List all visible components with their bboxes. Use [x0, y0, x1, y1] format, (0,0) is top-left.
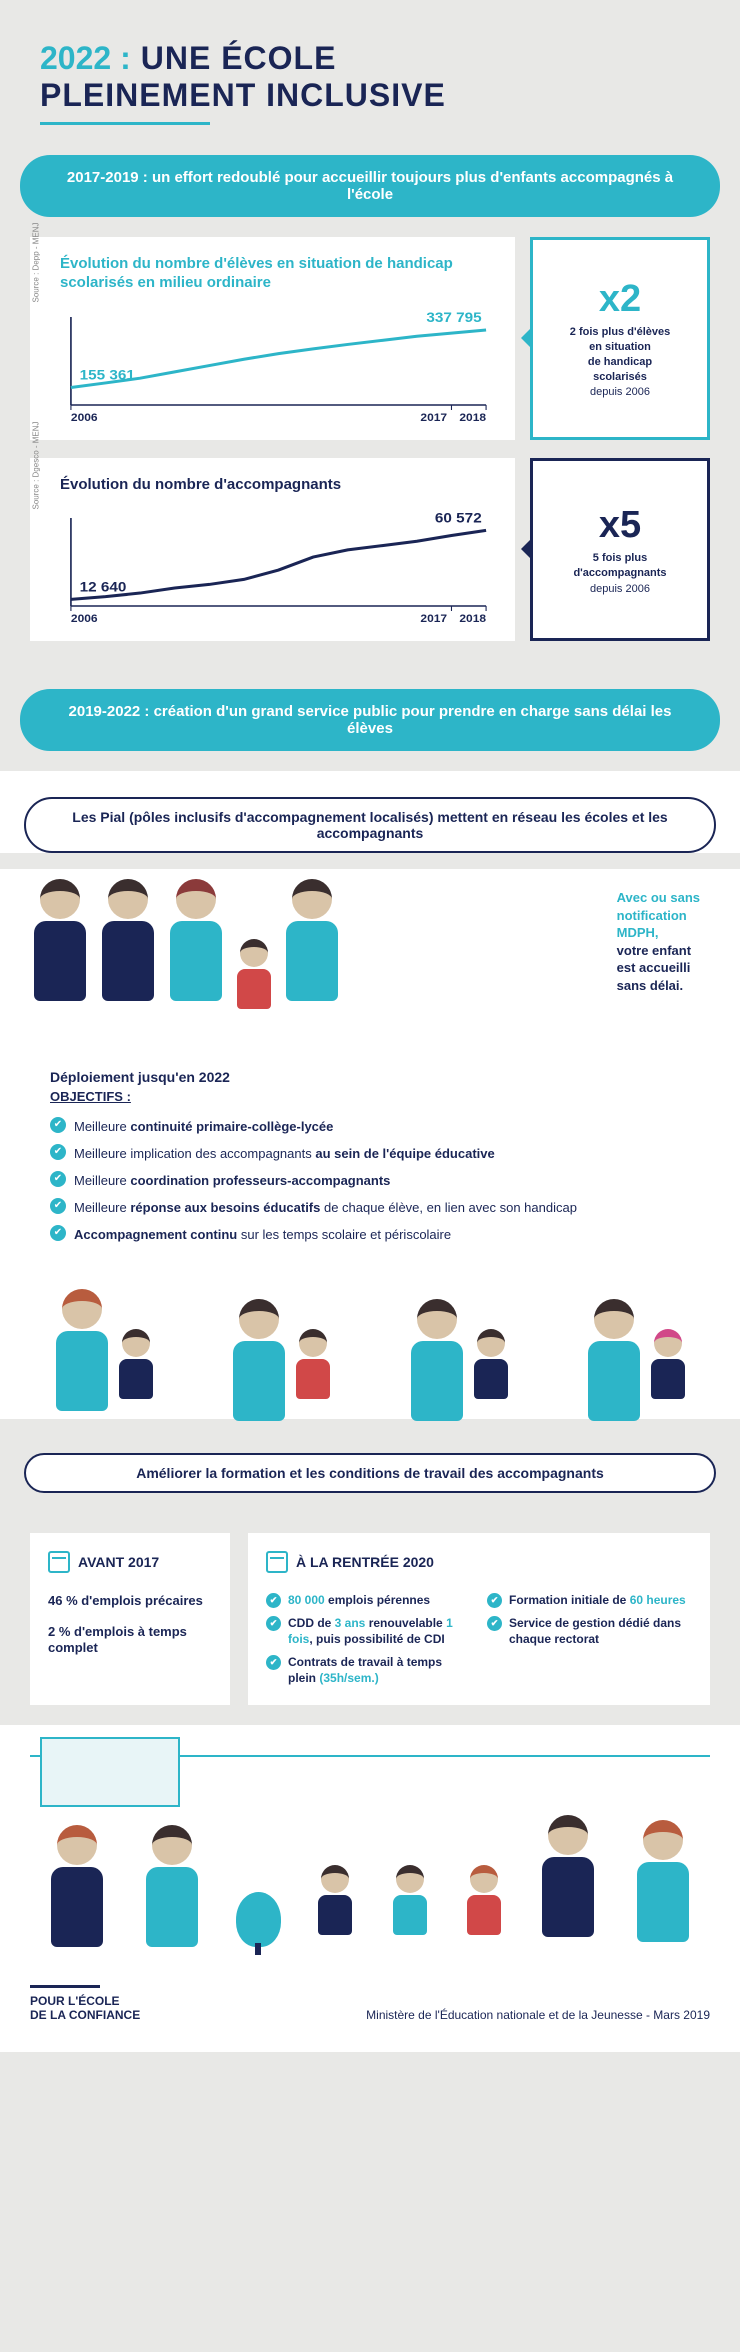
stat1-big: x2 [599, 278, 641, 321]
comp-left-title: AVANT 2017 [78, 1554, 159, 1570]
illustration-top: Avec ou sans notification MDPH, votre en… [0, 869, 740, 1059]
obj-list: Meilleure continuité primaire-collège-ly… [50, 1114, 690, 1248]
chart2-box: Source : Dgesco - MENJ Évolution du nomb… [30, 458, 515, 642]
tree-illustration [236, 1892, 281, 1947]
chart1-source: Source : Depp - MENJ [32, 223, 41, 303]
banner-2019-2022: 2019-2022 : création d'un grand service … [20, 689, 720, 751]
footer-logo: POUR L'ÉCOLE DE LA CONFIANCE [30, 1985, 140, 2023]
comparison-section: AVANT 2017 46 % d'emplois précaires 2 % d… [0, 1513, 740, 1725]
scene-illustration [29, 1279, 179, 1399]
svg-text:2018: 2018 [459, 412, 486, 423]
obj-heading: Déploiement jusqu'en 2022 [50, 1069, 690, 1085]
comp-right-item: 80 000 emplois pérennes [266, 1593, 471, 1609]
obj-item: Meilleure implication des accompagnants … [50, 1141, 690, 1168]
scene-illustration [561, 1279, 711, 1399]
footer-credit: Ministère de l'Éducation nationale et de… [366, 2008, 710, 2022]
title-underline [40, 122, 210, 125]
chart2-title: Évolution du nombre d'accompagnants [60, 476, 497, 495]
comp-left-item: 2 % d'emplois à temps complet [48, 1624, 212, 1658]
svg-text:2006: 2006 [71, 614, 98, 625]
banner-2017-2019: 2017-2019 : un effort redoublé pour accu… [20, 155, 720, 217]
title-line1: UNE ÉCOLE [141, 40, 337, 77]
person-illustration [282, 879, 342, 1039]
scene-illustration [384, 1279, 534, 1399]
svg-text:2018: 2018 [459, 614, 486, 625]
comp-before: AVANT 2017 46 % d'emplois précaires 2 % d… [30, 1533, 230, 1705]
pill-formation: Améliorer la formation et les conditions… [24, 1453, 716, 1493]
stat1-since: depuis 2006 [590, 386, 650, 398]
obj-item: Meilleure réponse aux besoins éducatifs … [50, 1195, 690, 1222]
obj-item: Meilleure coordination professeurs-accom… [50, 1168, 690, 1195]
stat2-box: x5 5 fois plus d'accompagnants depuis 20… [530, 458, 710, 642]
svg-text:337 795: 337 795 [426, 310, 481, 325]
illustration-row [0, 1269, 740, 1419]
chart2-svg: 12 640 60 572 2006 2017 2018 [60, 506, 497, 626]
chart1-svg: 155 361 337 795 2006 2017 2018 [60, 305, 497, 425]
svg-text:155 361: 155 361 [80, 368, 135, 383]
child-illustration [234, 939, 274, 1039]
people-group [30, 879, 595, 1039]
comp-right-item: CDD de 3 ans renouvelable 1 fois, puis p… [266, 1616, 471, 1647]
chart-row-1: Source : Depp - MENJ Évolution du nombre… [30, 237, 710, 440]
svg-text:60 572: 60 572 [435, 511, 482, 526]
comp-right-title: À LA RENTRÉE 2020 [296, 1554, 434, 1570]
comp-right-item: Contrats de travail à temps plein (35h/s… [266, 1655, 471, 1686]
comp-right-item: Formation initiale de 60 heures [487, 1593, 692, 1609]
obj-sub: OBJECTIFS : [50, 1089, 690, 1104]
pill-pial: Les Pial (pôles inclusifs d'accompagneme… [24, 797, 716, 853]
calendar-icon [48, 1551, 70, 1573]
building-illustration [40, 1737, 180, 1807]
footer: POUR L'ÉCOLE DE LA CONFIANCE Ministère d… [0, 1725, 740, 2053]
calendar-icon [266, 1551, 288, 1573]
scene-illustration [206, 1279, 356, 1399]
person-illustration [30, 879, 90, 1039]
chart1-box: Source : Depp - MENJ Évolution du nombre… [30, 237, 515, 440]
charts-area: Source : Depp - MENJ Évolution du nombre… [0, 237, 740, 689]
chart2-source: Source : Dgesco - MENJ [32, 422, 41, 510]
chart1-title: Évolution du nombre d'élèves en situatio… [60, 255, 497, 293]
svg-text:2017: 2017 [420, 614, 447, 625]
objectives-section: Déploiement jusqu'en 2022 OBJECTIFS : Me… [0, 1059, 740, 1268]
stat1-text: 2 fois plus d'élèves en situation de han… [570, 325, 670, 384]
title-year: 2022 : [40, 40, 131, 77]
obj-item: Meilleure continuité primaire-collège-ly… [50, 1114, 690, 1141]
comp-right-item: Service de gestion dédié dans chaque rec… [487, 1616, 692, 1647]
svg-text:12 640: 12 640 [80, 580, 127, 595]
person-illustration [166, 879, 226, 1039]
comp-after: À LA RENTRÉE 2020 80 000 emplois pérenne… [248, 1533, 710, 1705]
svg-text:2017: 2017 [420, 412, 447, 423]
svg-text:2006: 2006 [71, 412, 98, 423]
stat2-since: depuis 2006 [590, 583, 650, 595]
title-section: 2022 : UNE ÉCOLE PLEINEMENT INCLUSIVE [0, 0, 740, 155]
obj-item: Accompagnement continu sur les temps sco… [50, 1222, 690, 1249]
title-line2: PLEINEMENT INCLUSIVE [40, 77, 700, 114]
person-illustration [98, 879, 158, 1039]
side-note: Avec ou sans notification MDPH, votre en… [607, 879, 710, 1004]
stat2-big: x5 [599, 504, 641, 547]
chart-row-2: Source : Dgesco - MENJ Évolution du nomb… [30, 458, 710, 642]
stat2-text: 5 fois plus d'accompagnants [573, 551, 666, 581]
stat1-box: x2 2 fois plus d'élèves en situation de … [530, 237, 710, 440]
comp-left-item: 46 % d'emplois précaires [48, 1593, 212, 1610]
footer-illustration [30, 1755, 710, 1955]
